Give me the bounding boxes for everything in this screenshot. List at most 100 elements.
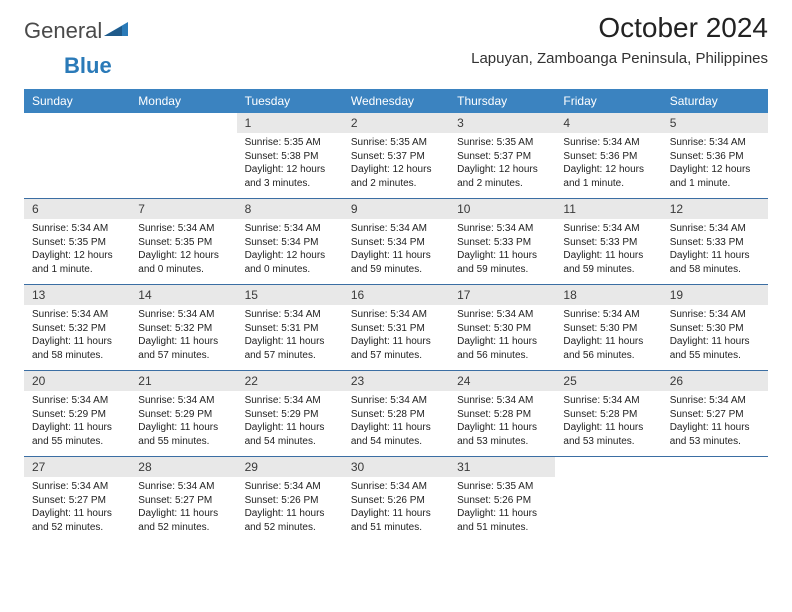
day-sunrise: Sunrise: 5:34 AM: [351, 222, 441, 236]
calendar-day-cell: 1Sunrise: 5:35 AMSunset: 5:38 PMDaylight…: [237, 113, 343, 198]
calendar-week-row: 13Sunrise: 5:34 AMSunset: 5:32 PMDayligh…: [24, 285, 768, 371]
day-number: 1: [237, 113, 343, 133]
day-details: Sunrise: 5:35 AMSunset: 5:26 PMDaylight:…: [449, 477, 555, 540]
day-number: 12: [662, 199, 768, 219]
day-sunset: Sunset: 5:36 PM: [563, 150, 653, 164]
day-details: Sunrise: 5:34 AMSunset: 5:29 PMDaylight:…: [24, 391, 130, 454]
day-daylight: Daylight: 11 hours and 59 minutes.: [563, 249, 653, 276]
day-details: Sunrise: 5:34 AMSunset: 5:33 PMDaylight:…: [662, 219, 768, 282]
day-number: 10: [449, 199, 555, 219]
month-title: October 2024: [471, 12, 768, 44]
day-sunset: Sunset: 5:33 PM: [670, 236, 760, 250]
day-details: Sunrise: 5:34 AMSunset: 5:29 PMDaylight:…: [237, 391, 343, 454]
day-daylight: Daylight: 11 hours and 58 minutes.: [670, 249, 760, 276]
calendar-day-cell: 23Sunrise: 5:34 AMSunset: 5:28 PMDayligh…: [343, 371, 449, 456]
day-sunset: Sunset: 5:29 PM: [32, 408, 122, 422]
day-details: Sunrise: 5:34 AMSunset: 5:31 PMDaylight:…: [343, 305, 449, 368]
day-details: Sunrise: 5:34 AMSunset: 5:35 PMDaylight:…: [130, 219, 236, 282]
logo-triangle-icon: [104, 20, 130, 43]
day-daylight: Daylight: 11 hours and 59 minutes.: [457, 249, 547, 276]
calendar-day-cell: [24, 113, 130, 198]
day-details: Sunrise: 5:34 AMSunset: 5:36 PMDaylight:…: [555, 133, 661, 196]
day-details: Sunrise: 5:34 AMSunset: 5:32 PMDaylight:…: [24, 305, 130, 368]
calendar-day-cell: 3Sunrise: 5:35 AMSunset: 5:37 PMDaylight…: [449, 113, 555, 198]
day-number: 13: [24, 285, 130, 305]
calendar-day-cell: 2Sunrise: 5:35 AMSunset: 5:37 PMDaylight…: [343, 113, 449, 198]
day-daylight: Daylight: 11 hours and 59 minutes.: [351, 249, 441, 276]
day-sunrise: Sunrise: 5:35 AM: [245, 136, 335, 150]
day-sunset: Sunset: 5:26 PM: [457, 494, 547, 508]
day-number: 16: [343, 285, 449, 305]
day-sunrise: Sunrise: 5:35 AM: [351, 136, 441, 150]
day-details: Sunrise: 5:34 AMSunset: 5:36 PMDaylight:…: [662, 133, 768, 196]
calendar-day-cell: 18Sunrise: 5:34 AMSunset: 5:30 PMDayligh…: [555, 285, 661, 370]
calendar-day-cell: [130, 113, 236, 198]
day-details: Sunrise: 5:34 AMSunset: 5:30 PMDaylight:…: [555, 305, 661, 368]
day-number: 30: [343, 457, 449, 477]
calendar-day-cell: 15Sunrise: 5:34 AMSunset: 5:31 PMDayligh…: [237, 285, 343, 370]
day-daylight: Daylight: 11 hours and 54 minutes.: [351, 421, 441, 448]
calendar-day-cell: 9Sunrise: 5:34 AMSunset: 5:34 PMDaylight…: [343, 199, 449, 284]
day-details: Sunrise: 5:34 AMSunset: 5:31 PMDaylight:…: [237, 305, 343, 368]
calendar-day-cell: 21Sunrise: 5:34 AMSunset: 5:29 PMDayligh…: [130, 371, 236, 456]
day-sunrise: Sunrise: 5:34 AM: [457, 222, 547, 236]
day-sunset: Sunset: 5:31 PM: [245, 322, 335, 336]
calendar-day-cell: 22Sunrise: 5:34 AMSunset: 5:29 PMDayligh…: [237, 371, 343, 456]
day-number: 26: [662, 371, 768, 391]
calendar-week-row: 6Sunrise: 5:34 AMSunset: 5:35 PMDaylight…: [24, 199, 768, 285]
calendar-day-cell: 31Sunrise: 5:35 AMSunset: 5:26 PMDayligh…: [449, 457, 555, 542]
day-sunset: Sunset: 5:36 PM: [670, 150, 760, 164]
day-details: Sunrise: 5:35 AMSunset: 5:38 PMDaylight:…: [237, 133, 343, 196]
day-number: 25: [555, 371, 661, 391]
calendar-week-row: 20Sunrise: 5:34 AMSunset: 5:29 PMDayligh…: [24, 371, 768, 457]
day-number: 29: [237, 457, 343, 477]
day-number: 3: [449, 113, 555, 133]
day-details: Sunrise: 5:34 AMSunset: 5:26 PMDaylight:…: [343, 477, 449, 540]
day-details: Sunrise: 5:34 AMSunset: 5:28 PMDaylight:…: [343, 391, 449, 454]
day-number: 2: [343, 113, 449, 133]
weekday-header-row: Sunday Monday Tuesday Wednesday Thursday…: [24, 89, 768, 113]
day-daylight: Daylight: 12 hours and 1 minute.: [670, 163, 760, 190]
day-number: 11: [555, 199, 661, 219]
day-daylight: Daylight: 11 hours and 54 minutes.: [245, 421, 335, 448]
day-sunrise: Sunrise: 5:34 AM: [670, 136, 760, 150]
calendar-week-row: 27Sunrise: 5:34 AMSunset: 5:27 PMDayligh…: [24, 457, 768, 542]
day-sunset: Sunset: 5:32 PM: [138, 322, 228, 336]
day-sunset: Sunset: 5:29 PM: [245, 408, 335, 422]
weekday-header: Friday: [555, 89, 661, 113]
day-number: 24: [449, 371, 555, 391]
brand-logo: General: [24, 18, 132, 44]
calendar-day-cell: 14Sunrise: 5:34 AMSunset: 5:32 PMDayligh…: [130, 285, 236, 370]
calendar-day-cell: 27Sunrise: 5:34 AMSunset: 5:27 PMDayligh…: [24, 457, 130, 542]
day-details: Sunrise: 5:34 AMSunset: 5:35 PMDaylight:…: [24, 219, 130, 282]
day-sunset: Sunset: 5:27 PM: [138, 494, 228, 508]
calendar-day-cell: 7Sunrise: 5:34 AMSunset: 5:35 PMDaylight…: [130, 199, 236, 284]
calendar-day-cell: 16Sunrise: 5:34 AMSunset: 5:31 PMDayligh…: [343, 285, 449, 370]
calendar-day-cell: 11Sunrise: 5:34 AMSunset: 5:33 PMDayligh…: [555, 199, 661, 284]
day-daylight: Daylight: 12 hours and 0 minutes.: [138, 249, 228, 276]
day-daylight: Daylight: 11 hours and 55 minutes.: [32, 421, 122, 448]
day-number: 5: [662, 113, 768, 133]
day-sunrise: Sunrise: 5:34 AM: [245, 480, 335, 494]
day-sunset: Sunset: 5:29 PM: [138, 408, 228, 422]
day-sunset: Sunset: 5:26 PM: [245, 494, 335, 508]
day-sunset: Sunset: 5:34 PM: [245, 236, 335, 250]
day-daylight: Daylight: 11 hours and 51 minutes.: [351, 507, 441, 534]
day-details: Sunrise: 5:34 AMSunset: 5:34 PMDaylight:…: [343, 219, 449, 282]
day-details: Sunrise: 5:35 AMSunset: 5:37 PMDaylight:…: [449, 133, 555, 196]
day-details: Sunrise: 5:34 AMSunset: 5:29 PMDaylight:…: [130, 391, 236, 454]
day-details: Sunrise: 5:34 AMSunset: 5:27 PMDaylight:…: [130, 477, 236, 540]
day-sunset: Sunset: 5:28 PM: [457, 408, 547, 422]
day-sunrise: Sunrise: 5:34 AM: [138, 394, 228, 408]
day-sunrise: Sunrise: 5:34 AM: [563, 394, 653, 408]
weekday-header: Wednesday: [343, 89, 449, 113]
location-subtitle: Lapuyan, Zamboanga Peninsula, Philippine…: [471, 50, 768, 67]
calendar-day-cell: [662, 457, 768, 542]
day-daylight: Daylight: 11 hours and 52 minutes.: [138, 507, 228, 534]
day-sunset: Sunset: 5:37 PM: [457, 150, 547, 164]
day-sunset: Sunset: 5:33 PM: [563, 236, 653, 250]
calendar-day-cell: 25Sunrise: 5:34 AMSunset: 5:28 PMDayligh…: [555, 371, 661, 456]
day-sunrise: Sunrise: 5:34 AM: [457, 394, 547, 408]
day-details: Sunrise: 5:34 AMSunset: 5:30 PMDaylight:…: [449, 305, 555, 368]
day-sunrise: Sunrise: 5:34 AM: [32, 480, 122, 494]
